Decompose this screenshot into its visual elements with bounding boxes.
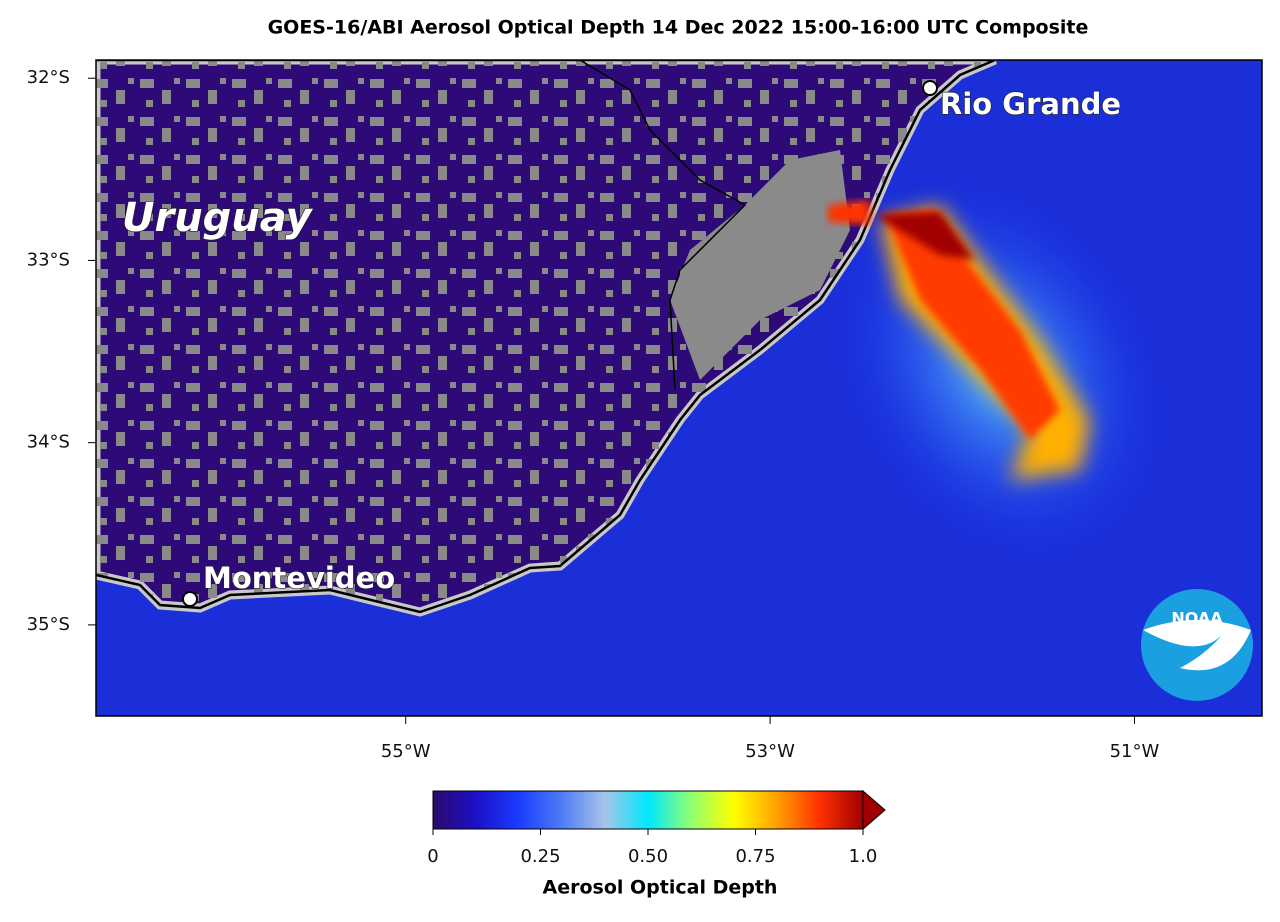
city-label: Rio Grande <box>940 87 1121 121</box>
y-tick-label: 32°S <box>27 67 70 88</box>
map-area <box>96 60 1262 716</box>
colorbar-tick-label: 0.25 <box>520 846 560 867</box>
colorbar-tick-label: 0 <box>427 846 438 867</box>
city-marker <box>182 591 198 607</box>
smoke-plume <box>828 181 1164 559</box>
city-marker <box>922 80 938 96</box>
logo-text: NOAA <box>1171 609 1223 628</box>
y-tick-label: 33°S <box>27 249 70 270</box>
country-label: Uruguay <box>122 195 314 241</box>
title: GOES-16/ABI Aerosol Optical Depth 14 Dec… <box>268 17 1089 39</box>
colorbar-extend <box>862 789 886 831</box>
colorbar-tick-label: 0.75 <box>735 846 775 867</box>
x-tick-label: 55°W <box>381 741 431 762</box>
colorbar-tick-label: 0.50 <box>628 846 668 867</box>
x-tick-label: 51°W <box>1110 741 1160 762</box>
border <box>579 60 747 391</box>
coastline <box>96 60 996 614</box>
lagoon <box>670 150 850 380</box>
noaa-logo: NOAA <box>1141 589 1253 701</box>
x-tick-label: 53°W <box>745 741 795 762</box>
colorbar-tick-label: 1.0 <box>849 846 878 867</box>
map-frame <box>95 59 1263 717</box>
y-tick-label: 34°S <box>27 432 70 453</box>
city-label: Montevideo <box>203 561 395 595</box>
colorbar <box>432 790 864 830</box>
y-tick-label: 35°S <box>27 614 70 635</box>
colorbar-label: Aerosol Optical Depth <box>543 877 778 899</box>
